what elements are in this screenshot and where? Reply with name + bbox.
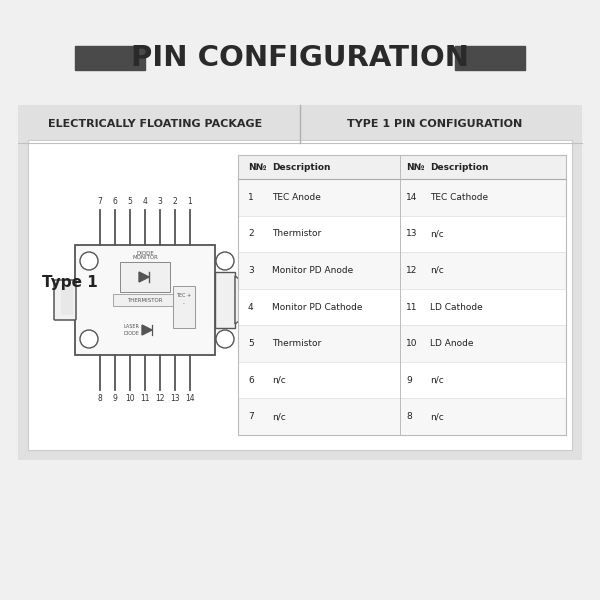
Bar	[75, 245, 215, 355]
Bar	[238, 289, 566, 325]
Text: 8: 8	[406, 412, 412, 421]
Text: 6: 6	[248, 376, 254, 385]
Text: TEC +
-: TEC + -	[176, 293, 191, 307]
Text: 2: 2	[173, 197, 178, 206]
Text: Description: Description	[272, 163, 331, 172]
Text: 8: 8	[98, 394, 103, 403]
Bar	[238, 252, 566, 289]
Polygon shape	[235, 276, 267, 324]
Text: Monitor PD Cathode: Monitor PD Cathode	[272, 302, 362, 311]
Text: 14: 14	[185, 394, 195, 403]
Bar	[113, 294, 177, 306]
Text: LD Anode: LD Anode	[430, 339, 473, 348]
Text: 13: 13	[170, 394, 180, 403]
Text: 9: 9	[113, 394, 118, 403]
Text: Description: Description	[430, 163, 488, 172]
Text: 7: 7	[98, 197, 103, 206]
Polygon shape	[139, 272, 149, 282]
Polygon shape	[142, 325, 152, 335]
Text: n/c: n/c	[272, 376, 286, 385]
Bar	[75, 46, 145, 70]
Text: n/c: n/c	[430, 412, 444, 421]
Text: 14: 14	[406, 193, 418, 202]
Text: THERMISTOR: THERMISTOR	[127, 298, 163, 302]
Circle shape	[216, 252, 234, 270]
Text: 6: 6	[113, 197, 118, 206]
Text: Type 1: Type 1	[42, 275, 98, 289]
Text: n/c: n/c	[430, 266, 444, 275]
Bar	[173, 286, 195, 328]
Bar	[120, 262, 170, 292]
Text: PIN CONFIGURATION: PIN CONFIGURATION	[131, 44, 469, 72]
Text: 7: 7	[248, 412, 254, 421]
Bar	[238, 179, 566, 215]
Bar	[238, 155, 566, 179]
Bar	[238, 325, 566, 362]
Bar	[455, 46, 525, 70]
Text: LASER
DIODE: LASER DIODE	[123, 324, 139, 336]
Text: 2: 2	[248, 229, 254, 238]
Text: 5: 5	[128, 197, 133, 206]
Bar	[238, 155, 566, 435]
Circle shape	[80, 330, 98, 348]
Text: Thermistor: Thermistor	[272, 339, 321, 348]
Bar	[61, 285, 73, 315]
Text: 1: 1	[248, 193, 254, 202]
Bar	[238, 215, 566, 252]
Bar	[238, 398, 566, 435]
Text: n/c: n/c	[430, 376, 444, 385]
Text: 9: 9	[406, 376, 412, 385]
Text: N№: N№	[248, 163, 266, 172]
Circle shape	[216, 330, 234, 348]
Text: TEC Cathode: TEC Cathode	[430, 193, 488, 202]
Text: MONITOR: MONITOR	[132, 255, 158, 260]
Bar	[238, 362, 566, 398]
Text: TEC Anode: TEC Anode	[272, 193, 321, 202]
Text: 5: 5	[248, 339, 254, 348]
Bar	[215, 272, 235, 328]
Text: Monitor PD Anode: Monitor PD Anode	[272, 266, 353, 275]
FancyBboxPatch shape	[54, 280, 76, 320]
Bar	[18, 105, 582, 460]
Text: 13: 13	[406, 229, 418, 238]
Circle shape	[80, 252, 98, 270]
Text: 12: 12	[155, 394, 165, 403]
Text: 4: 4	[248, 302, 254, 311]
Text: 3: 3	[248, 266, 254, 275]
Text: LD Cathode: LD Cathode	[430, 302, 483, 311]
Text: 12: 12	[406, 266, 418, 275]
Text: Thermistor: Thermistor	[272, 229, 321, 238]
Text: N№: N№	[406, 163, 425, 172]
Text: 10: 10	[406, 339, 418, 348]
Text: 3: 3	[158, 197, 163, 206]
Text: TYPE 1 PIN CONFIGURATION: TYPE 1 PIN CONFIGURATION	[347, 119, 523, 129]
Text: 1: 1	[188, 197, 193, 206]
Text: ELECTRICALLY FLOATING PACKAGE: ELECTRICALLY FLOATING PACKAGE	[48, 119, 262, 129]
Text: 11: 11	[406, 302, 418, 311]
Text: 4: 4	[143, 197, 148, 206]
Text: 10: 10	[125, 394, 135, 403]
Bar	[28, 140, 572, 450]
Text: n/c: n/c	[272, 412, 286, 421]
Text: n/c: n/c	[430, 229, 444, 238]
Text: 11: 11	[140, 394, 150, 403]
Text: DIODE: DIODE	[136, 251, 154, 256]
